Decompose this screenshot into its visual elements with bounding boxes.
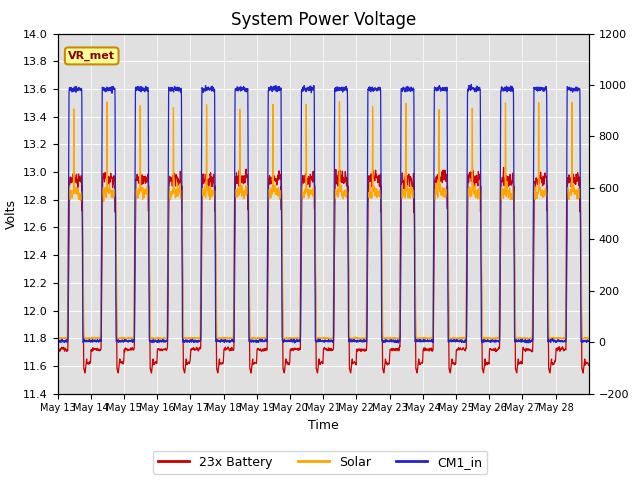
Solar — [54, 335, 61, 340]
Solar — [371, 190, 379, 196]
23x Battery — [495, 345, 502, 351]
Solar — [585, 336, 593, 341]
Solar — [343, 189, 351, 195]
Solar — [469, 186, 477, 192]
CM1_in — [585, 338, 593, 344]
23x Battery — [509, 172, 516, 178]
CM1_in — [371, 85, 379, 91]
23x Battery — [343, 179, 351, 184]
23x Battery — [469, 177, 477, 182]
23x Battery — [371, 169, 379, 175]
Line: Solar: Solar — [58, 101, 589, 339]
Solar — [550, 336, 558, 342]
23x Battery — [81, 370, 89, 376]
CM1_in — [467, 82, 475, 87]
CM1_in — [343, 88, 351, 94]
X-axis label: Time: Time — [308, 419, 339, 432]
Text: VR_met: VR_met — [68, 51, 115, 61]
23x Battery — [500, 165, 508, 170]
23x Battery — [54, 343, 61, 348]
CM1_in — [495, 338, 503, 344]
CM1_in — [291, 340, 298, 346]
CM1_in — [164, 308, 172, 313]
CM1_in — [509, 86, 516, 92]
Solar — [164, 252, 172, 258]
Legend: 23x Battery, Solar, CM1_in: 23x Battery, Solar, CM1_in — [153, 451, 487, 474]
23x Battery — [585, 362, 593, 368]
Solar — [335, 98, 343, 104]
CM1_in — [469, 85, 477, 91]
23x Battery — [164, 317, 172, 323]
Y-axis label: Volts: Volts — [4, 199, 17, 228]
Title: System Power Voltage: System Power Voltage — [230, 11, 416, 29]
Solar — [509, 196, 516, 202]
Line: 23x Battery: 23x Battery — [58, 168, 589, 373]
Solar — [495, 336, 502, 342]
Line: CM1_in: CM1_in — [58, 84, 589, 343]
CM1_in — [54, 337, 61, 343]
